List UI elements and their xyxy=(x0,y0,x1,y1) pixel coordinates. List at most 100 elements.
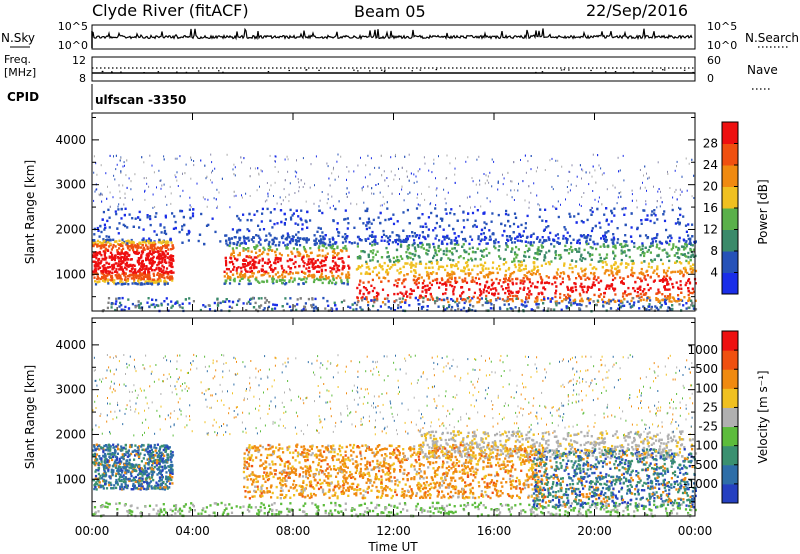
data-cell xyxy=(671,282,674,286)
data-cell xyxy=(591,227,594,230)
data-cell xyxy=(576,239,579,243)
data-cell xyxy=(290,250,293,254)
data-cell xyxy=(223,275,226,278)
data-cell xyxy=(451,247,454,250)
data-cell xyxy=(505,287,508,290)
data-cell xyxy=(658,188,660,190)
data-cell xyxy=(355,307,358,311)
data-cell xyxy=(102,244,105,247)
data-cell xyxy=(394,174,396,177)
data-cell xyxy=(115,275,118,279)
data-cell xyxy=(142,263,145,266)
data-cell xyxy=(561,165,563,168)
data-cell xyxy=(444,292,447,295)
data-cell xyxy=(428,185,430,188)
data-cell xyxy=(493,245,496,248)
data-cell xyxy=(417,203,419,206)
data-cell xyxy=(365,266,368,269)
data-cell xyxy=(554,295,557,299)
data-cell xyxy=(671,304,674,307)
data-cell xyxy=(435,253,439,257)
data-cell xyxy=(171,212,174,215)
data-cell xyxy=(142,278,145,281)
data-cell xyxy=(188,297,191,300)
data-cell xyxy=(362,292,365,296)
data-cell xyxy=(318,245,321,248)
data-cell xyxy=(271,242,274,246)
data-cell xyxy=(118,305,121,308)
data-cell xyxy=(330,246,333,250)
data-cell xyxy=(216,188,218,191)
data-cell xyxy=(441,219,444,222)
data-cell xyxy=(411,252,414,256)
data-cell xyxy=(497,241,500,244)
data-cell xyxy=(454,236,457,240)
data-cell xyxy=(627,293,630,296)
data-cell xyxy=(339,249,343,252)
data-cell xyxy=(173,215,176,218)
data-cell xyxy=(124,197,126,199)
data-cell xyxy=(304,302,307,305)
data-cell xyxy=(386,273,389,276)
data-cell xyxy=(153,230,156,233)
data-cell xyxy=(655,306,658,310)
data-cell xyxy=(619,169,621,172)
data-cell xyxy=(166,240,169,243)
data-cell xyxy=(247,236,250,239)
data-cell xyxy=(127,240,130,243)
data-cell xyxy=(191,214,195,218)
data-cell xyxy=(682,273,685,276)
data-cell xyxy=(618,192,620,195)
data-cell xyxy=(480,293,483,296)
data-cell xyxy=(663,210,666,213)
data-cell xyxy=(657,190,659,193)
data-cell xyxy=(287,254,290,257)
data-cell xyxy=(253,263,256,266)
data-cell xyxy=(589,209,592,212)
data-cell xyxy=(568,266,571,270)
data-cell xyxy=(96,226,99,230)
data-cell xyxy=(520,240,523,243)
data-cell xyxy=(166,203,168,206)
data-cell xyxy=(317,265,320,268)
data-cell xyxy=(519,279,522,282)
data-cell xyxy=(427,228,430,231)
data-cell xyxy=(237,217,240,220)
data-cell xyxy=(644,234,648,237)
data-cell xyxy=(124,192,126,195)
data-cell xyxy=(478,298,481,301)
data-cell xyxy=(334,282,337,286)
data-cell xyxy=(479,263,482,267)
data-cell xyxy=(214,230,217,234)
data-cell xyxy=(164,258,167,261)
data-cell xyxy=(386,255,389,259)
data-cell xyxy=(204,198,206,201)
data-cell xyxy=(348,191,350,194)
data-cell xyxy=(544,288,547,291)
data-cell xyxy=(461,278,464,282)
data-cell xyxy=(478,283,482,286)
data-cell xyxy=(610,269,613,272)
data-cell xyxy=(395,234,398,237)
data-cell xyxy=(467,156,469,159)
data-cell xyxy=(663,219,667,223)
data-cell xyxy=(372,218,375,222)
data-cell xyxy=(647,265,650,268)
data-cell xyxy=(567,191,569,194)
data-cell xyxy=(409,288,412,291)
data-cell xyxy=(169,263,172,266)
data-cell xyxy=(638,245,641,249)
data-cell xyxy=(171,257,174,261)
data-cell xyxy=(347,255,350,258)
data-cell xyxy=(583,285,586,288)
data-cell xyxy=(609,307,613,310)
data-cell xyxy=(285,196,287,199)
data-cell xyxy=(450,265,453,269)
data-cell xyxy=(257,224,260,227)
data-cell xyxy=(123,258,126,262)
data-cell xyxy=(311,259,314,262)
data-cell xyxy=(512,270,516,274)
data-cell xyxy=(521,234,524,237)
data-cell xyxy=(241,263,245,266)
data-cell xyxy=(415,175,417,178)
